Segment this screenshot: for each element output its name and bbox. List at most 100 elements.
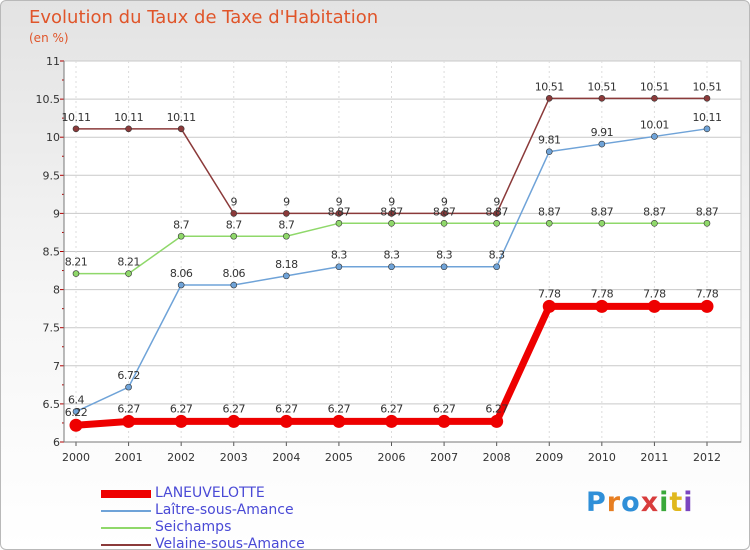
data-point [440, 263, 448, 271]
data-label: 10.11 [62, 111, 91, 124]
data-label: 8.87 [380, 205, 403, 218]
data-point [651, 95, 658, 102]
y-tick-label: 6 [53, 436, 60, 449]
logo-letter: i [683, 487, 694, 518]
y-tick-label: 6.5 [43, 398, 61, 411]
data-label: 10.51 [693, 80, 722, 93]
data-point [122, 414, 136, 428]
data-label: 6.27 [275, 402, 298, 415]
data-label: 6.27 [380, 402, 403, 415]
logo-letter: P [586, 487, 607, 518]
data-point [598, 140, 606, 148]
data-label: 9 [231, 195, 238, 208]
data-point [283, 232, 290, 240]
data-point [651, 133, 658, 140]
data-point [227, 414, 241, 428]
data-point [542, 299, 556, 313]
data-label: 6.27 [223, 402, 246, 415]
data-label: 8.87 [433, 205, 456, 218]
data-label: 7.78 [538, 287, 561, 300]
data-label: 8.7 [278, 218, 294, 231]
data-point [388, 263, 395, 271]
data-point [388, 210, 395, 217]
data-label: 8.87 [538, 205, 561, 218]
data-label: 7.78 [696, 287, 719, 300]
legend-swatch [101, 544, 151, 546]
data-label: 9.91 [591, 126, 614, 139]
logo-letter: t [669, 487, 684, 518]
data-label: 10.51 [640, 80, 669, 93]
x-tick-label: 2011 [640, 451, 668, 464]
x-tick-label: 2005 [325, 451, 353, 464]
y-tick-label: 9 [53, 207, 60, 220]
data-label: 9 [493, 195, 500, 208]
data-point [283, 210, 290, 217]
y-tick-label: 7 [53, 360, 60, 373]
x-tick-label: 2006 [378, 451, 406, 464]
series-velaine-sous-amance: 10.11 10.11 10.11 9 9 9 9 9 9 10.51 10.51 10.51 10.5… [62, 80, 722, 217]
data-point [440, 220, 448, 227]
x-tick-label: 2001 [115, 451, 143, 464]
data-label: 10.01 [640, 118, 669, 131]
data-label: 8.21 [65, 256, 88, 269]
data-label: 6.27 [485, 402, 508, 415]
data-point [545, 220, 553, 227]
data-label: 8.87 [696, 205, 719, 218]
data-point [72, 125, 80, 133]
data-point [230, 210, 238, 217]
data-point [651, 220, 658, 227]
data-point [703, 95, 711, 102]
legend-swatch [101, 510, 151, 512]
data-point [493, 220, 500, 227]
data-point [493, 210, 500, 217]
data-point [283, 272, 290, 280]
data-label: 8.7 [173, 218, 189, 231]
data-point [647, 299, 661, 313]
data-label: 8.21 [117, 256, 140, 269]
data-point [545, 148, 553, 155]
y-tick-label: 7.5 [43, 322, 61, 335]
data-label: 8.7 [226, 218, 242, 231]
data-label: 10.11 [693, 111, 722, 124]
x-tick-label: 2008 [483, 451, 511, 464]
data-point [598, 220, 606, 227]
data-label: 10.11 [114, 111, 143, 124]
series-seichamps: 8.21 8.21 8.7 8.7 8.7 8.87 8.87 8.87 8.87 8.87 8.8… [65, 205, 719, 277]
legend-label: Laître-sous-Amance [155, 502, 294, 518]
data-label: 8.3 [331, 249, 347, 262]
x-tick-label: 2012 [693, 451, 721, 464]
x-tick-label: 2009 [535, 451, 563, 464]
data-label: 8.87 [328, 205, 351, 218]
line-chart: 6 6.5 7 7.5 8 8.5 9 9.5 10 10.5 11 2000 2001 2002 2003… [36, 55, 742, 464]
data-point [595, 299, 609, 313]
data-point [174, 414, 188, 428]
data-label: 9 [283, 195, 290, 208]
data-label: 8.06 [170, 267, 193, 280]
data-point [69, 418, 83, 432]
proxiti-logo: Proxiti [586, 487, 694, 518]
data-point [72, 408, 80, 415]
data-label: 8.87 [643, 205, 666, 218]
logo-letter: r [606, 487, 622, 518]
x-tick-label: 2007 [430, 451, 458, 464]
data-point [703, 125, 711, 133]
data-label: 8.3 [489, 249, 505, 262]
data-label: 10.51 [587, 80, 616, 93]
data-point [177, 125, 185, 133]
data-point [335, 220, 343, 227]
data-label: 8.87 [485, 205, 508, 218]
legend-label: Velaine-sous-Amance [155, 536, 305, 550]
y-tick-label: 8.5 [43, 246, 61, 259]
chart-title: Evolution du Taux de Taxe d'Habitation [29, 7, 379, 28]
data-point [493, 263, 500, 271]
legend-swatch [101, 490, 151, 498]
x-tick-label: 2000 [62, 451, 90, 464]
data-point [598, 95, 606, 102]
data-point [385, 414, 398, 428]
data-point [335, 263, 343, 271]
data-label: 6.27 [433, 402, 456, 415]
series-laneuvelotte: 6.22 6.27 6.27 6.27 6.27 6.27 6.27 6.27 6.27 7.78… [65, 287, 719, 432]
legend-label: Seichamps [155, 519, 232, 535]
data-label: 8.3 [436, 249, 452, 262]
